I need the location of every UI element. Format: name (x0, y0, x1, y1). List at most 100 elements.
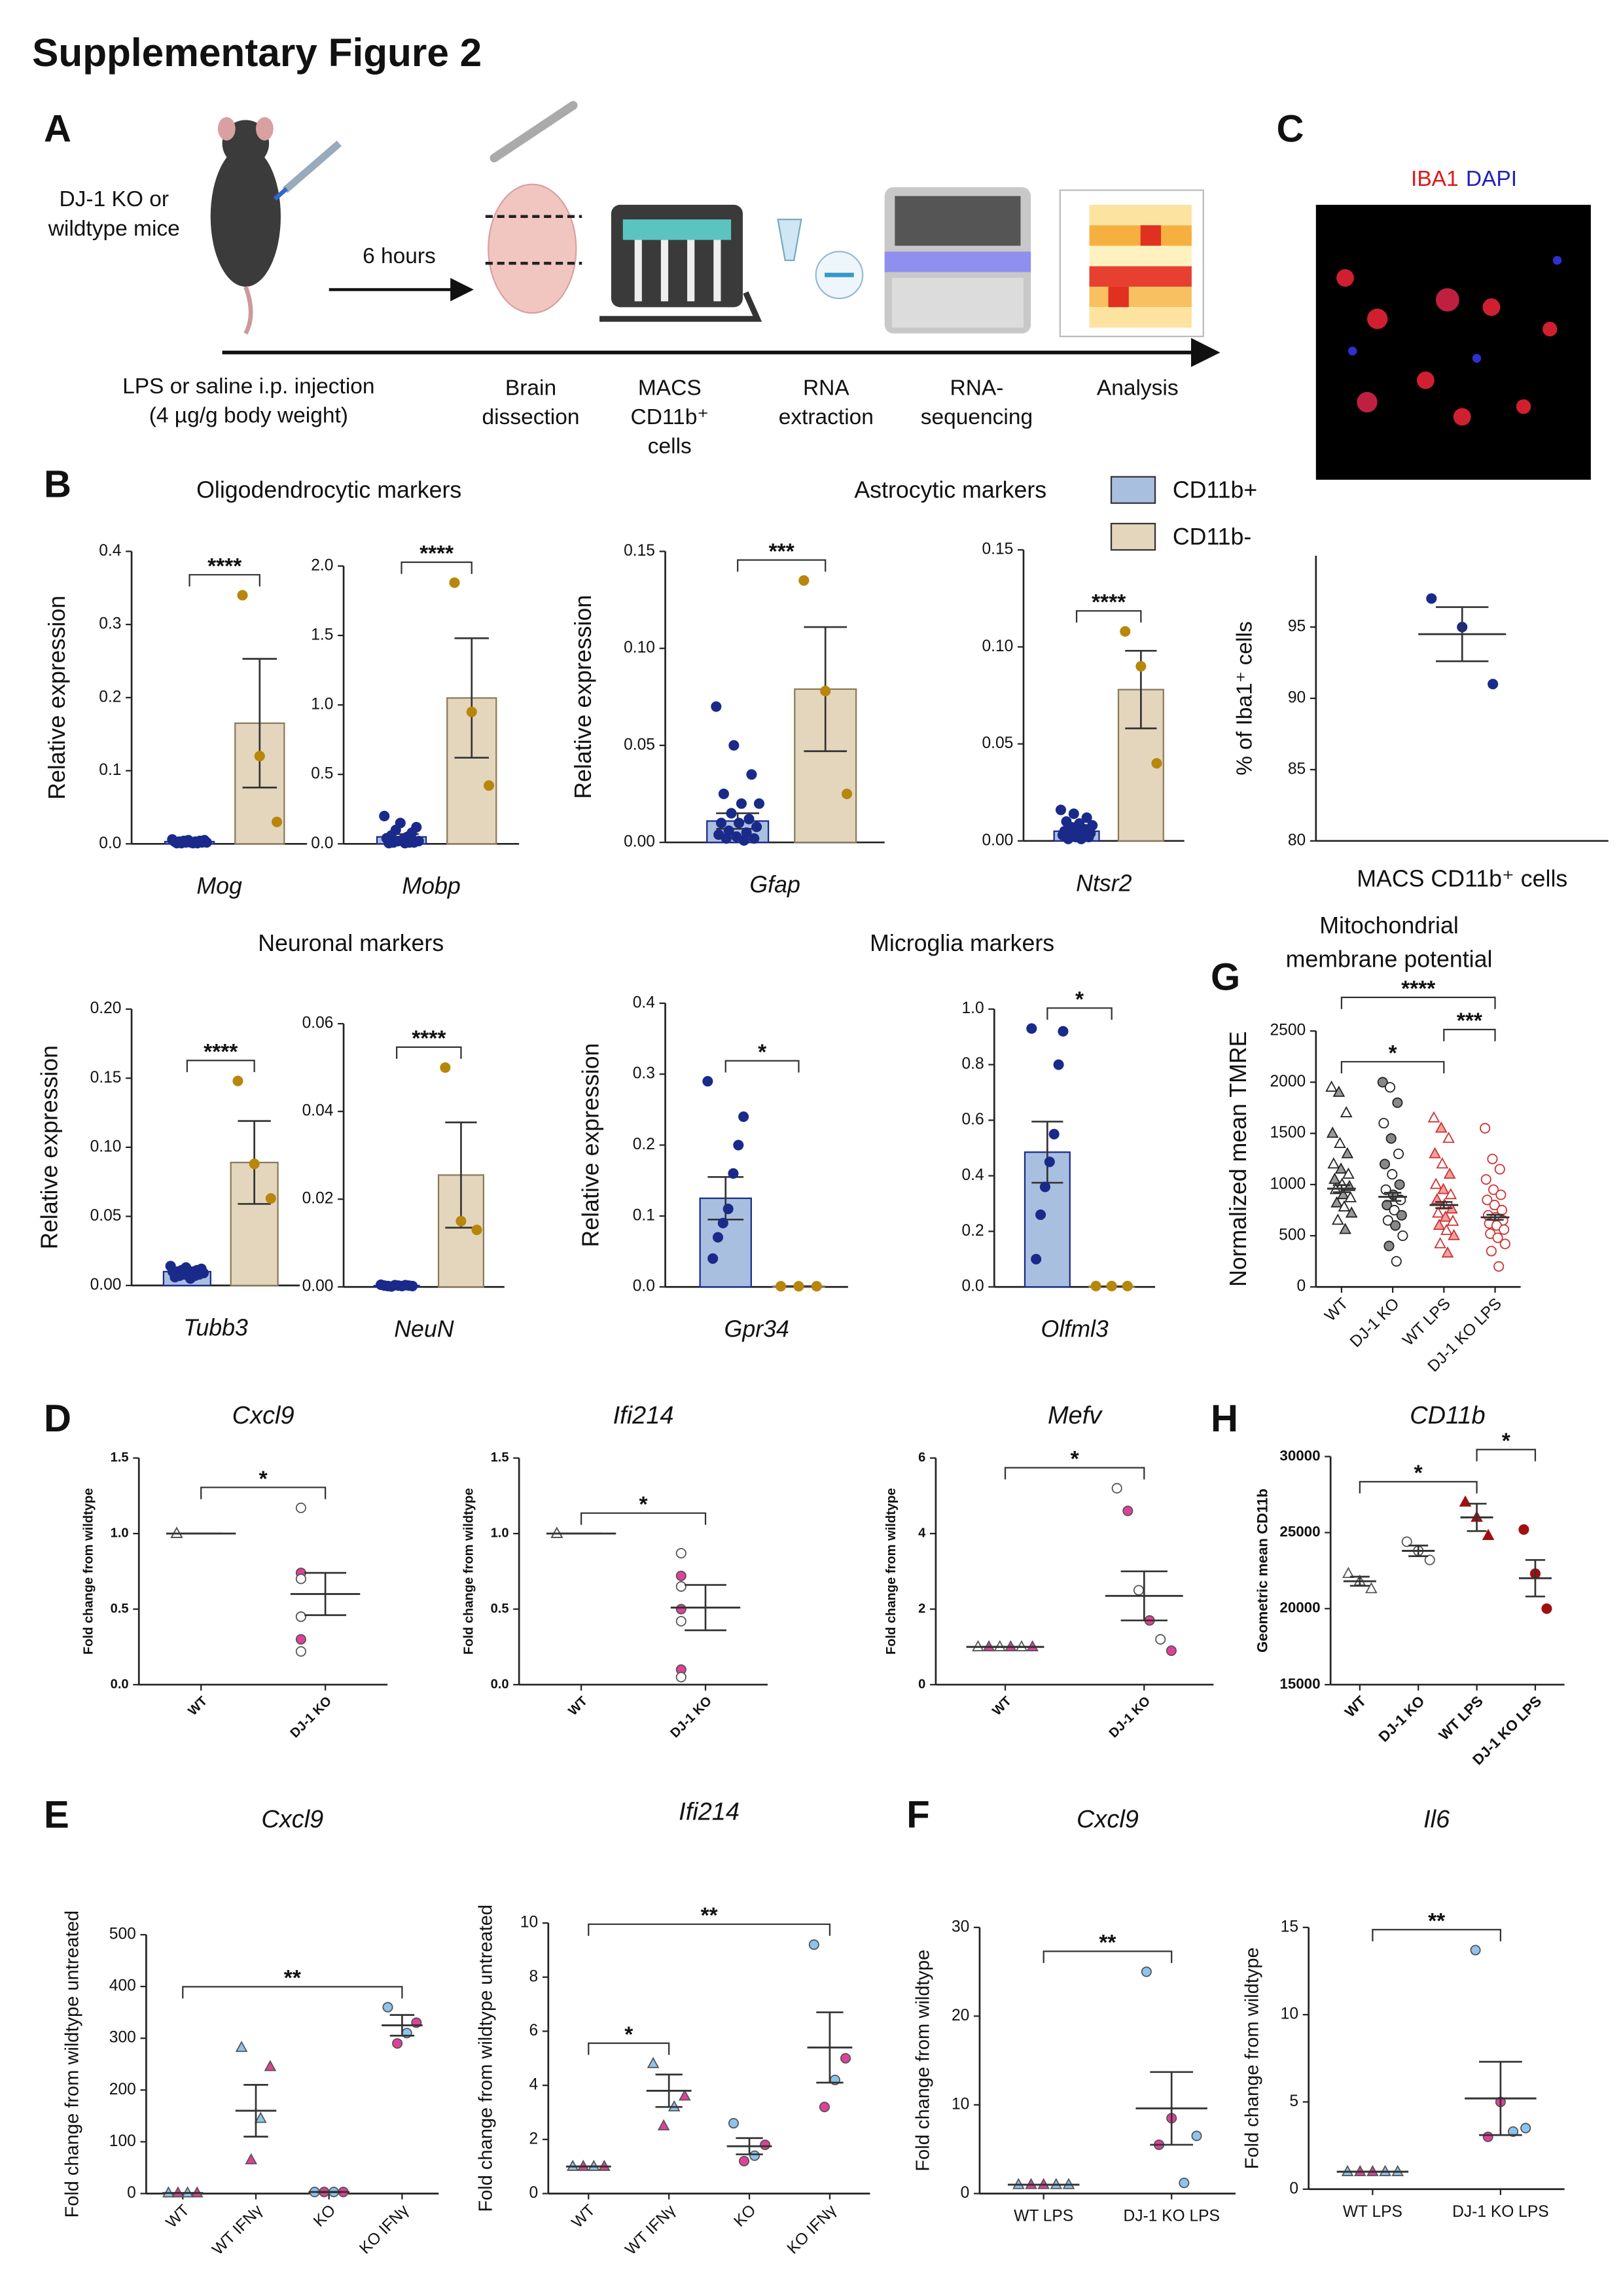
data-point (820, 685, 831, 696)
data-point (295, 1502, 306, 1513)
data-point (1488, 1184, 1499, 1195)
data-point (1345, 1206, 1358, 1218)
legend-label: CD11b- (1173, 524, 1251, 550)
x-tick-label: KO (310, 2202, 339, 2231)
data-point (675, 1581, 687, 1592)
y-tick-label: 200 (109, 2081, 136, 2098)
y-tick-label: 10 (952, 2095, 969, 2113)
data-point (1507, 2126, 1519, 2137)
y-axis-label: Relative expression (577, 1043, 603, 1247)
data-point (265, 1193, 276, 1204)
data-point (1048, 1128, 1060, 1139)
group-title: Oligodendrocytic markers (196, 476, 461, 503)
data-point (1426, 593, 1437, 604)
y-axis-label: Fold change from wildtype (1241, 1947, 1262, 2169)
data-point (1111, 1482, 1122, 1494)
y-tick-label: 100 (109, 2132, 136, 2150)
significance-label: * (1071, 1447, 1079, 1471)
data-point (776, 1281, 787, 1292)
data-point (1436, 1157, 1449, 1169)
data-point (1520, 2123, 1531, 2134)
y-tick-label: 0.00 (982, 831, 1014, 849)
tube-illustration (777, 219, 864, 300)
x-tick-label: WT (163, 2202, 193, 2232)
significance-label: * (1389, 1041, 1397, 1066)
data-point (1342, 1167, 1355, 1179)
data-point (736, 798, 747, 809)
x-tick-label: WT (186, 1694, 211, 1719)
x-axis-label: Ntsr2 (1076, 870, 1132, 896)
data-point (1441, 1246, 1454, 1258)
data-point (1337, 1188, 1349, 1200)
y-tick-label: 0.3 (633, 1065, 655, 1083)
data-point (295, 1634, 306, 1645)
data-point (675, 1672, 687, 1683)
y-tick-label: 0.15 (90, 1069, 122, 1086)
data-point (1327, 1157, 1340, 1169)
y-tick-label: 0.2 (99, 688, 121, 706)
data-point (733, 1139, 744, 1151)
data-point (295, 1611, 306, 1623)
data-point (717, 1217, 728, 1229)
data-point (264, 2060, 277, 2072)
y-tick-label: 30000 (1279, 1447, 1320, 1463)
data-point (386, 1281, 397, 1292)
y-axis-label: Normalized mean TMRE (1225, 1031, 1251, 1287)
y-axis-label: Fold change from wildtype (82, 1488, 96, 1655)
y-tick-label: 0.0 (633, 1278, 655, 1295)
data-point (726, 808, 737, 819)
data-point (1383, 1240, 1395, 1251)
significance-bracket (1340, 1061, 1445, 1074)
data-point (1499, 1224, 1510, 1235)
y-axis-label: Relative expression (570, 595, 596, 799)
data-point (728, 740, 740, 751)
panel-label: A (44, 108, 71, 151)
x-tick-label: WT IFNγ (622, 2201, 679, 2259)
significance-label: ** (701, 1904, 718, 1928)
data-point (749, 833, 760, 844)
x-tick-label: DJ-1 KO LPS (1452, 2203, 1548, 2221)
data-point (1385, 1082, 1396, 1093)
data-point (702, 1075, 713, 1087)
data-point (1339, 1223, 1351, 1234)
data-point (1106, 1280, 1117, 1292)
y-tick-label: 6 (918, 1450, 925, 1465)
data-point (1446, 1214, 1459, 1226)
chart-title: Cxcl9 (232, 1402, 294, 1429)
y-tick-label: 0.20 (90, 999, 122, 1017)
data-point (1133, 1585, 1145, 1596)
y-axis-label: Relative expression (37, 1045, 63, 1249)
y-tick-label: 4 (529, 2076, 539, 2094)
data-point (407, 1280, 418, 1291)
x-tick-label: DJ-1 KO (1107, 1694, 1154, 1741)
data-point (1387, 1169, 1398, 1180)
significance-bracket (1476, 1448, 1537, 1462)
data-point (1068, 808, 1079, 819)
y-tick-label: 0.0 (111, 1677, 129, 1691)
y-tick-label: 15 (1281, 1918, 1298, 1935)
y-tick-label: 10 (1281, 2005, 1298, 2023)
data-point (235, 2041, 248, 2053)
data-point (399, 838, 410, 849)
data-point (678, 2089, 691, 2101)
panel-label: E (44, 1794, 69, 1837)
step-label: cells (648, 435, 692, 459)
data-point (1494, 1164, 1505, 1175)
data-point (721, 833, 732, 844)
data-point (1090, 1280, 1101, 1292)
data-point (1044, 1157, 1055, 1168)
data-point (746, 769, 757, 780)
data-point (1482, 1194, 1493, 1206)
data-point (1541, 1603, 1552, 1614)
y-tick-label: 2 (529, 2130, 539, 2147)
data-point (751, 821, 762, 833)
y-tick-label: 10 (520, 1914, 538, 1931)
data-point (1482, 2131, 1493, 2142)
x-axis-label: Tubb3 (183, 1314, 248, 1340)
y-tick-label: 5 (1289, 2092, 1298, 2110)
data-point (734, 817, 745, 829)
y-tick-label: 1.5 (491, 1450, 509, 1465)
x-tick-label: WT (565, 1694, 590, 1719)
data-point (793, 1281, 804, 1292)
figure-title: Supplementary Figure 2 (32, 30, 482, 75)
